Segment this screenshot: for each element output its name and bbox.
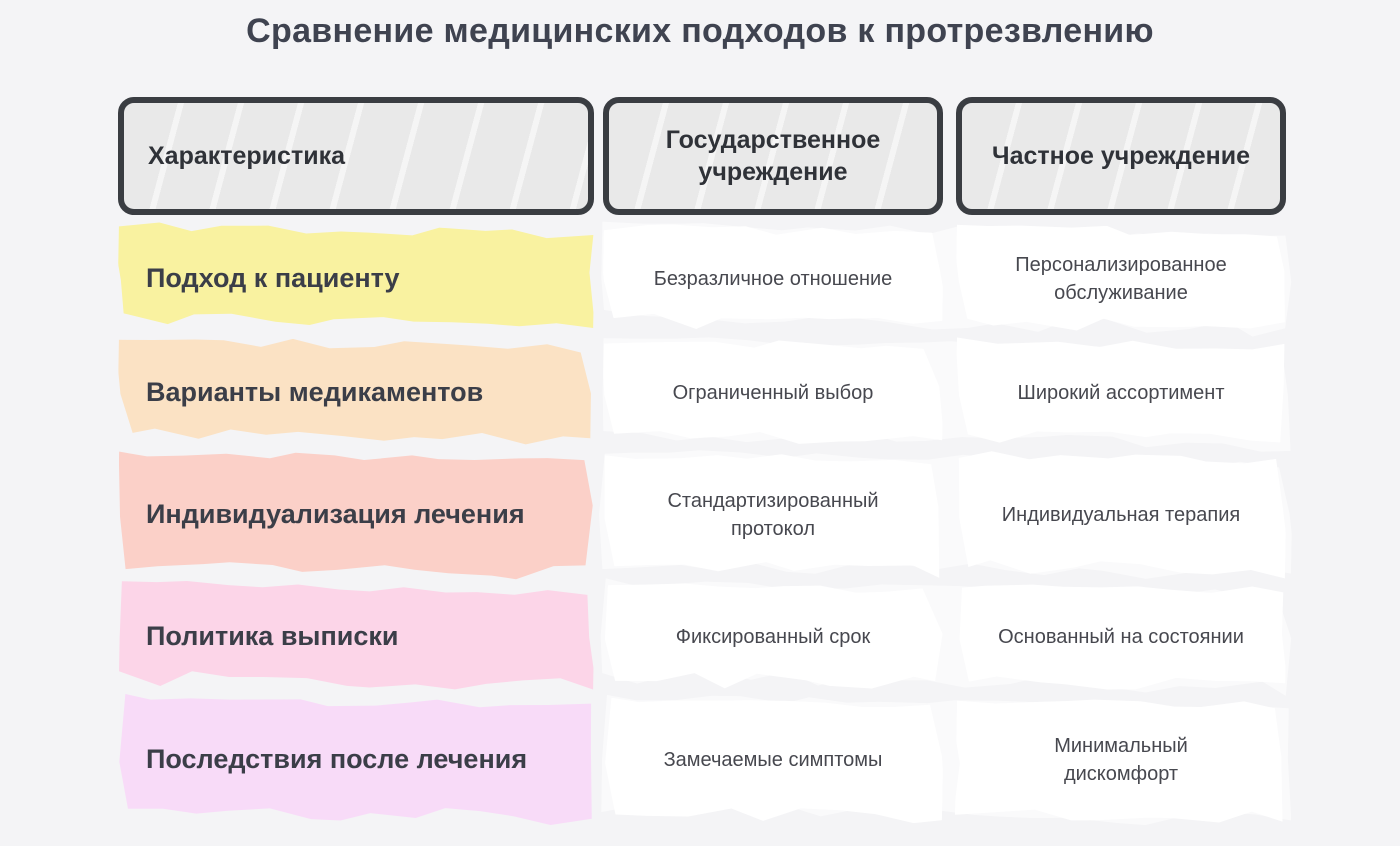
cell-value-text: Широкий ассортимент	[1017, 381, 1225, 404]
column-header-characteristic: Характеристика	[118, 97, 594, 215]
row-label-medications: Варианты медикаментов	[118, 340, 594, 446]
cell-value-text: Замечаемые симптомы	[663, 748, 883, 771]
cell-value-text: Ограниченный выбор	[672, 381, 874, 404]
cell-state-individualization: Стандартизированный протокол	[603, 453, 943, 577]
row-label-aftereffects: Последствия после лечения	[118, 698, 594, 822]
row-label-text: Индивидуализация лечения	[146, 499, 525, 530]
column-header-private-institution: Частное учреждение	[956, 97, 1286, 215]
cell-value-text: Основанный на состоянии	[998, 625, 1244, 648]
cell-value-text: Фиксированный срок	[675, 625, 871, 648]
cell-value-text: Персонализированное обслуживание	[1015, 253, 1227, 304]
cell-private-aftereffects: Минимальный дискомфорт	[956, 698, 1286, 822]
cell-private-individualization: Индивидуальная терапия	[956, 453, 1286, 577]
cell-private-medications: Широкий ассортимент	[956, 340, 1286, 446]
row-label-discharge-policy: Политика выписки	[118, 584, 594, 690]
cell-state-discharge-policy: Фиксированный срок	[603, 584, 943, 690]
row-label-text: Последствия после лечения	[146, 744, 528, 775]
row-label-individualization: Индивидуализация лечения	[118, 453, 594, 577]
row-label-approach: Подход к пациенту	[118, 226, 594, 332]
cell-private-discharge-policy: Основанный на состоянии	[956, 584, 1286, 690]
column-header-label: Характеристика	[148, 142, 345, 170]
cell-state-approach: Безразличное отношение	[603, 226, 943, 332]
page-title: Сравнение медицинских подходов к протрез…	[246, 12, 1154, 50]
cell-value-text: Безразличное отношение	[653, 267, 893, 290]
cell-value-text: Минимальный дискомфорт	[1054, 734, 1188, 785]
column-header-label: Государственное учреждение	[665, 126, 881, 186]
row-label-text: Подход к пациенту	[146, 263, 400, 294]
cell-private-approach: Персонализированное обслуживание	[956, 226, 1286, 332]
cell-value-text: Индивидуальная терапия	[1001, 503, 1241, 526]
cell-state-medications: Ограниченный выбор	[603, 340, 943, 446]
column-header-state-institution: Государственное учреждение	[603, 97, 943, 215]
row-label-text: Политика выписки	[146, 621, 399, 652]
row-label-text: Варианты медикаментов	[146, 377, 484, 408]
column-header-label: Частное учреждение	[992, 142, 1250, 170]
cell-state-aftereffects: Замечаемые симптомы	[603, 698, 943, 822]
cell-value-text: Стандартизированный протокол	[667, 489, 879, 540]
